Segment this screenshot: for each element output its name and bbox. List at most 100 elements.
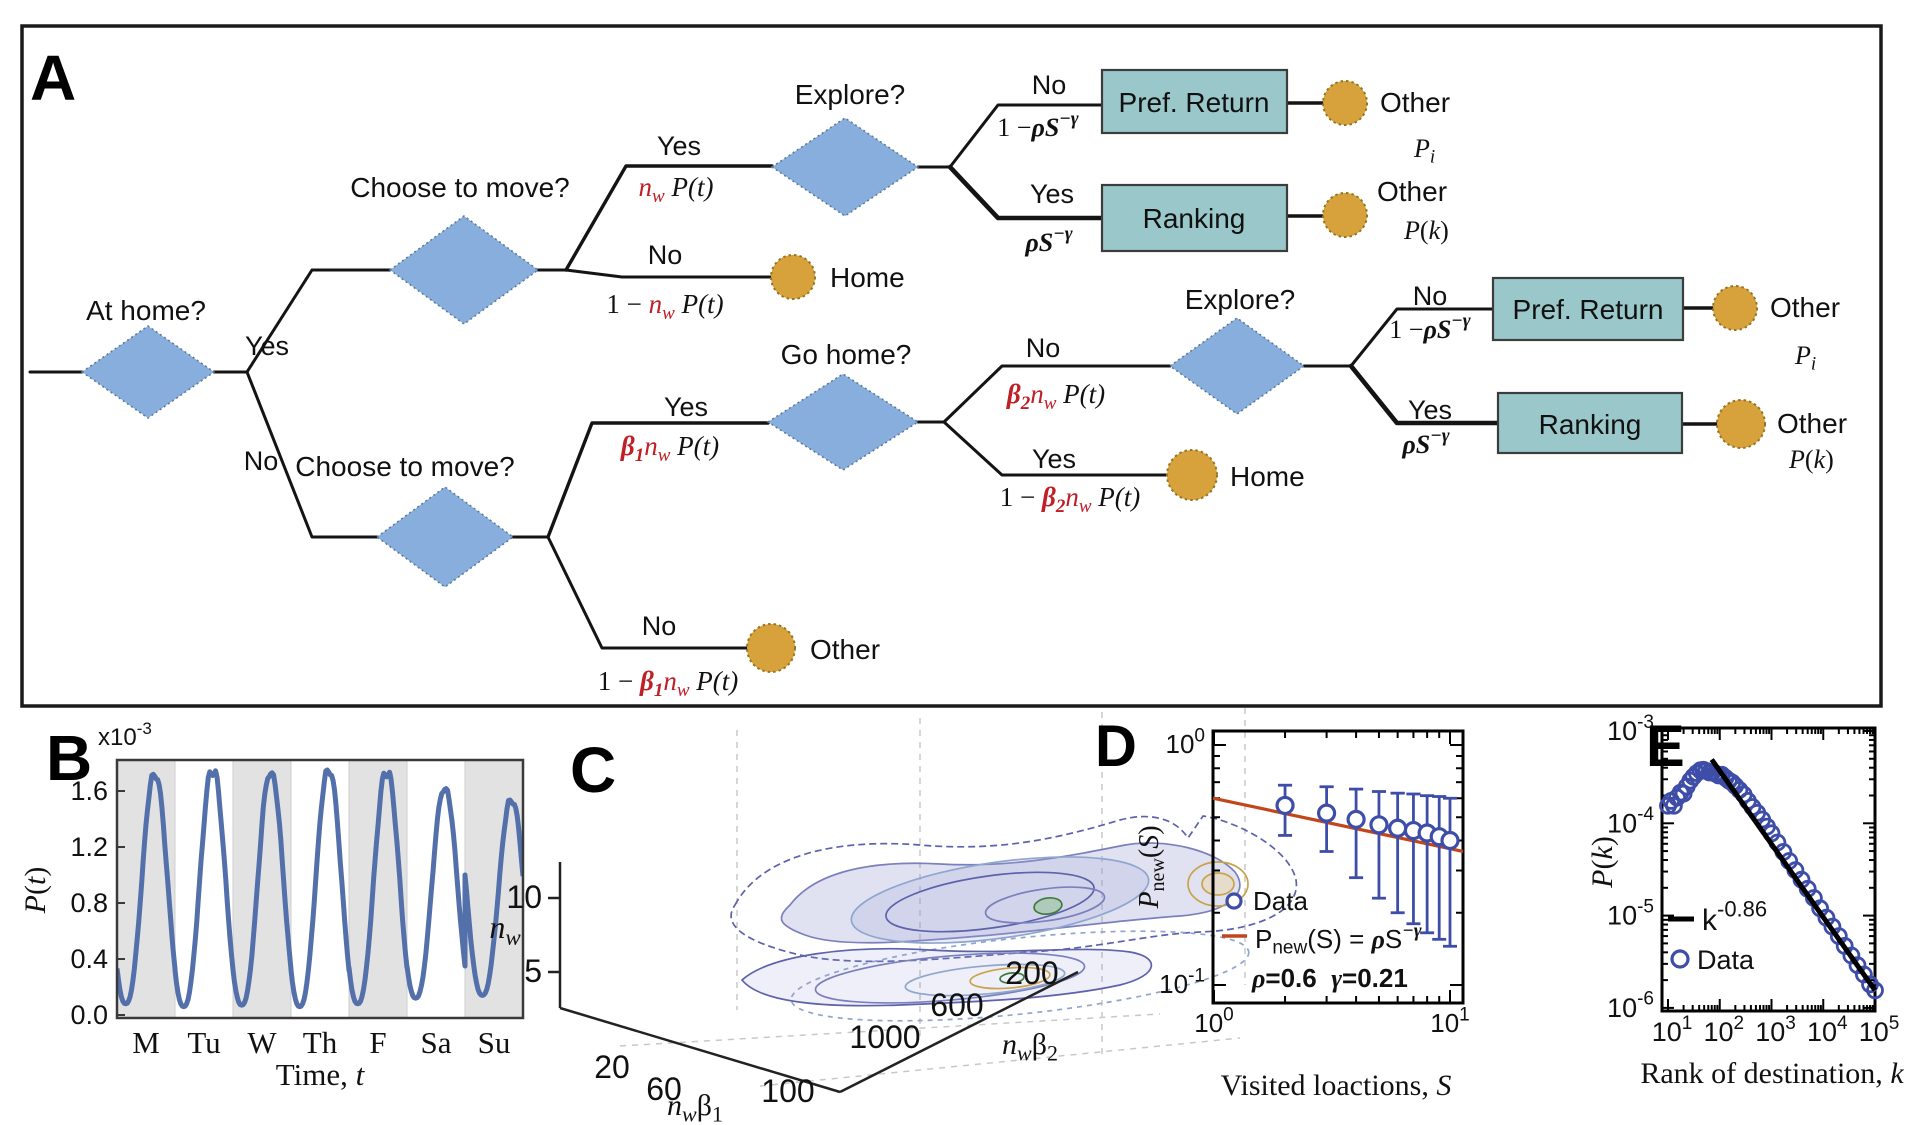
legend-fit-label: Pnew(S) = ρS−γ [1255,920,1422,958]
contour-shape [984,886,1106,924]
panel-d-xlabel: Visited loactions, S [1221,1069,1452,1102]
y-tick-label-1.6: 1.6 [70,776,108,806]
panel-letter-A: A [30,42,76,114]
e-xtick-10e5: 105 [1859,1013,1900,1047]
panel-a-decision-tree: A At home? Choose to move? Choose to move? G… [20,24,1883,708]
outcome-label-pk-1: P(k) [1403,216,1449,245]
contour-shape [1187,861,1249,907]
branch-yes-4: Yes [664,392,708,422]
outcome-home-2 [1166,449,1218,501]
decision-explore-2 [1168,317,1306,415]
edge-athome-yes [245,268,392,374]
d-xtick-10: 101 [1430,1004,1470,1038]
d-ytick-01: 10-1 [1159,965,1205,999]
e-xtick-10e3: 103 [1755,1013,1796,1047]
branch-no-5: No [1026,333,1061,363]
decision-explore-1 [770,117,920,217]
panel-b-weekly-move-probability: B 0.0 0.4 0.8 1.2 1.6 x10-3 P(t) M Tu W Th F Sa Su Time… [19,719,525,1092]
outcome-label-other-1: Other [1380,87,1450,118]
y-tick-label-200: 200 [1005,955,1058,991]
outcome-other-pk-2 [1716,399,1766,449]
prob-nw-pt: nw P(t) [639,172,714,207]
x-tick-label-F: F [369,1025,386,1060]
panel-c-3d-contours: C 10 5nw 20 60 100 nwβ1 1000 600 200 nwβ2 [489,708,1298,1125]
branch-no-4: No [642,611,677,641]
prob-1-nw-pt: 1 − nw P(t) [606,289,723,324]
y-scale-label: x10-3 [98,719,152,751]
branch-no-1: No [244,446,279,476]
x-tick-label-60: 60 [646,1071,682,1107]
panel-letter-D: D [1095,714,1137,779]
grid-line-floor [759,1037,1241,1087]
legend-data-label: Data [1697,945,1755,975]
outcome-home-1 [770,254,816,300]
outcome-other-bottom [746,623,796,673]
legend-params-label: ρ=0.6 γ=0.21 [1251,963,1408,993]
x-tick-label-Tu: Tu [187,1025,220,1060]
legend-powerlaw-label: k-0.86 [1702,897,1767,938]
question-explore-2: Explore? [1185,284,1296,315]
contour-shape [999,972,1025,984]
edge-chooseU-no [564,268,773,279]
outcome-label-other-2: Other [1377,176,1447,207]
e-xtick-10e4: 104 [1807,1013,1848,1047]
edge-gohome-no [942,364,1172,424]
x-axis-b1 [559,1006,841,1094]
panel-a-border [20,24,1883,708]
pt-curve [117,767,523,1010]
legend-data-marker [1225,892,1243,910]
e-xtick-10e2: 102 [1703,1013,1744,1047]
process-ranking-2 [1496,391,1684,455]
panel-letter-C: C [570,734,616,806]
label-pref-return-1: Pref. Return [1119,87,1270,118]
data-point [1369,815,1389,835]
outcome-label-other-4: Other [1770,292,1840,323]
data-point [1388,818,1408,838]
y-tick-label-600: 600 [930,987,983,1023]
contour-shape [1201,872,1235,896]
panel-b-xlabel: Time, t [276,1057,366,1092]
outcome-label-other-3: Other [810,634,880,665]
branch-yes-2: Yes [657,131,701,161]
question-choose-upper: Choose to move? [350,172,569,203]
prob-1-b2: 1 − β2nw P(t) [1000,482,1141,517]
branch-yes-6: Yes [1408,395,1452,425]
edge-explore1-yes [947,164,1105,221]
decision-go-home [766,373,920,471]
d-ytick-1: 100 [1166,725,1206,759]
e-ytick-10e-5: 10-5 [1607,896,1654,930]
y-tick-label-0.4: 0.4 [70,944,108,974]
branch-yes-5: Yes [1032,444,1076,474]
e-xtick-10e1: 101 [1652,1013,1693,1047]
outcome-label-pi-2: Pi [1794,341,1816,375]
question-go-home: Go home? [781,339,912,370]
prob-1-rho-1: 1 −ρS−γ [997,108,1079,142]
panel-b-ylabel: P(t) [19,867,52,915]
y-tick-label-1.2: 1.2 [70,832,108,862]
panel-d-axes-box [1211,729,1465,1005]
e-ytick-10e-4: 10-4 [1607,804,1654,838]
panel-e-ylabel: P(k) [1586,836,1619,889]
branch-no-2: No [648,240,683,270]
outcome-other-pi-1 [1322,80,1368,126]
e-ytick-10e-6: 10-6 [1607,989,1654,1023]
fit-line-rho-s-gamma [1212,796,1464,853]
outcome-label-home-2: Home [1230,461,1305,492]
data-point [1317,803,1337,823]
panel-d-pnew-scatter: D 100 10-1 100 101 Pnew(S) Visited loactions, … [1095,714,1470,1102]
legend-data-marker [1670,949,1690,969]
label-ranking-2: Ranking [1539,409,1642,440]
question-at-home: At home? [86,295,206,326]
e-ytick-10e-3: 10-3 [1607,712,1654,746]
edge-athome-no [245,370,379,539]
panel-letter-B: B [46,722,92,794]
edge-chooseU-yes [564,164,774,272]
edge-chooseL-no [546,535,749,650]
panel-c-ylabel: nwβ2 [1002,1028,1058,1066]
x-tick-label-M: M [132,1025,160,1060]
y-tick-label-1000: 1000 [849,1019,920,1055]
y-tick-label-0.8: 0.8 [70,888,108,918]
day-band-Sa [407,760,465,1018]
